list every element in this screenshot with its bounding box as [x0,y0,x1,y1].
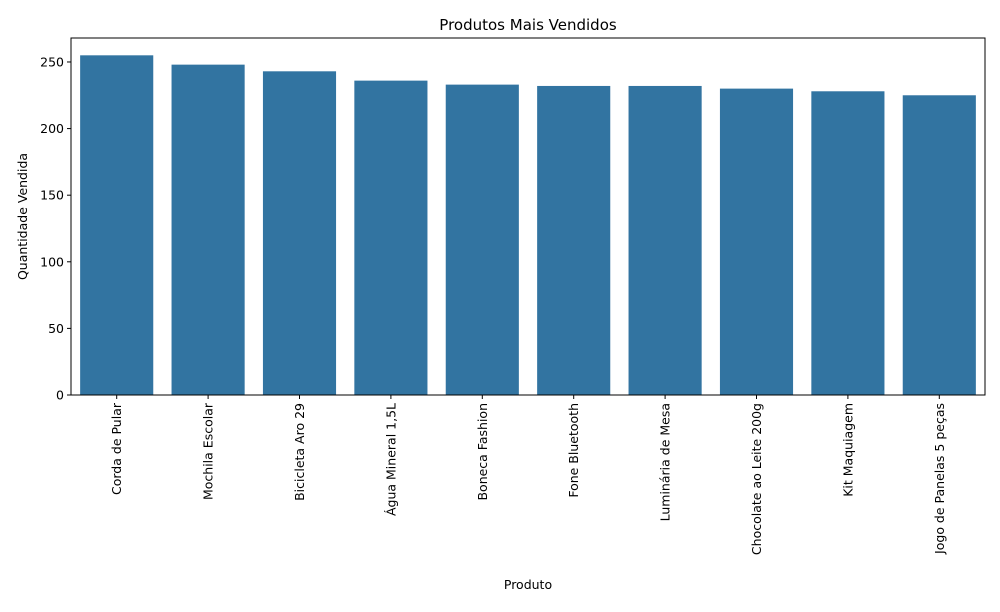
bar-3 [262,71,337,395]
x-axis-label: Produto [504,577,552,592]
plot-frame [70,37,986,396]
x-axis-ticks: Corda de Pular Mochila Escolar Bicicleta A… [109,395,947,555]
y-axis-ticks: 0 50 100 150 200 250 [40,54,71,403]
bar-1 [80,55,154,395]
bar-6 [537,85,611,395]
y-tick-label: 50 [48,321,64,336]
x-tick-label: Boneca Fashion [475,403,490,501]
chart-title: Produtos Mais Vendidos [439,16,617,34]
x-tick-label: Kit Maquiagem [840,403,855,497]
bars-group [80,55,976,396]
x-tick-label: Bicicleta Aro 29 [292,403,307,501]
bar-2 [171,64,245,396]
y-tick-label: 250 [40,54,64,69]
y-axis-label: Quantidade Vendida [15,153,30,280]
y-tick-label: 100 [40,254,64,269]
bar-8 [719,88,794,396]
y-tick-label: 0 [56,388,64,403]
y-tick-label: 150 [40,188,64,203]
x-tick-label: Jogo de Panelas 5 peças [932,403,947,555]
y-tick-label: 200 [40,121,64,136]
x-tick-label: Fone Bluetooth [566,403,581,498]
bar-10 [902,95,976,396]
bar-4 [354,80,428,396]
x-tick-label: Chocolate ao Leite 200g [749,403,764,555]
x-tick-label: Luminária de Mesa [658,403,673,521]
bar-7 [628,85,702,395]
bar-9 [811,91,885,396]
bar-5 [445,84,519,395]
x-tick-label: Água Mineral 1,5L [383,403,398,516]
x-tick-label: Mochila Escolar [201,402,216,500]
x-tick-label: Corda de Pular [109,402,124,495]
